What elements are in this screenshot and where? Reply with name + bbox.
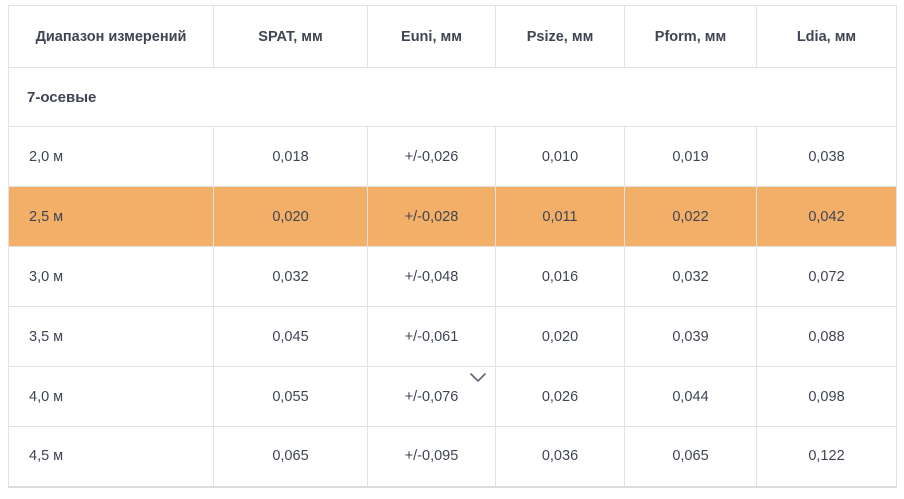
column-header-range: Диапазон измерений <box>8 5 214 68</box>
column-header-ldia: Ldia, мм <box>756 5 897 68</box>
cell-spat: 0,055 <box>213 366 368 427</box>
cell-psize: 0,026 <box>495 366 625 427</box>
section-label: 7-осевые <box>8 67 897 127</box>
cell-euni: +/-0,061 <box>367 306 496 367</box>
cell-spat: 0,065 <box>213 426 368 488</box>
cell-spat: 0,032 <box>213 246 368 307</box>
cell-range: 2,0 м <box>8 126 214 187</box>
measurement-table-container: Диапазон измерений SPAT, мм Euni, мм Psi… <box>8 5 897 488</box>
table-row[interactable]: 4,0 м 0,055 +/-0,076 0,026 0,044 0,098 <box>8 366 897 427</box>
cell-ldia: 0,042 <box>756 186 897 247</box>
cell-range: 2,5 м <box>8 186 214 247</box>
table-row[interactable]: 2,0 м 0,018 +/-0,026 0,010 0,019 0,038 <box>8 126 897 187</box>
cell-pform: 0,065 <box>624 426 757 488</box>
cell-spat: 0,018 <box>213 126 368 187</box>
table-row[interactable]: 3,5 м 0,045 +/-0,061 0,020 0,039 0,088 <box>8 306 897 367</box>
column-header-spat: SPAT, мм <box>213 5 368 68</box>
cell-psize: 0,020 <box>495 306 625 367</box>
cell-ldia: 0,122 <box>756 426 897 488</box>
cell-spat: 0,045 <box>213 306 368 367</box>
cell-pform: 0,022 <box>624 186 757 247</box>
cell-pform: 0,019 <box>624 126 757 187</box>
table-row[interactable]: 4,5 м 0,065 +/-0,095 0,036 0,065 0,122 <box>8 426 897 488</box>
measurement-table: Диапазон измерений SPAT, мм Euni, мм Psi… <box>8 5 897 488</box>
cell-psize: 0,036 <box>495 426 625 488</box>
cell-pform: 0,044 <box>624 366 757 427</box>
chevron-down-icon[interactable] <box>468 372 488 384</box>
cell-euni: +/-0,028 <box>367 186 496 247</box>
cell-euni: +/-0,076 <box>367 366 496 427</box>
section-row: 7-осевые <box>8 67 897 127</box>
cell-ldia: 0,072 <box>756 246 897 307</box>
cell-range: 4,5 м <box>8 426 214 488</box>
cell-euni: +/-0,048 <box>367 246 496 307</box>
cell-pform: 0,039 <box>624 306 757 367</box>
table-row-highlighted[interactable]: 2,5 м 0,020 +/-0,028 0,011 0,022 0,042 <box>8 186 897 247</box>
cell-pform: 0,032 <box>624 246 757 307</box>
cell-range: 3,0 м <box>8 246 214 307</box>
cell-range: 3,5 м <box>8 306 214 367</box>
cell-spat: 0,020 <box>213 186 368 247</box>
cell-range: 4,0 м <box>8 366 214 427</box>
cell-ldia: 0,088 <box>756 306 897 367</box>
cell-value: +/-0,076 <box>404 388 459 405</box>
column-header-psize: Psize, мм <box>495 5 625 68</box>
cell-ldia: 0,098 <box>756 366 897 427</box>
cell-psize: 0,011 <box>495 186 625 247</box>
header-row: Диапазон измерений SPAT, мм Euni, мм Psi… <box>8 5 897 68</box>
column-header-pform: Pform, мм <box>624 5 757 68</box>
table-row[interactable]: 3,0 м 0,032 +/-0,048 0,016 0,032 0,072 <box>8 246 897 307</box>
cell-psize: 0,010 <box>495 126 625 187</box>
cell-psize: 0,016 <box>495 246 625 307</box>
column-header-euni: Euni, мм <box>367 5 496 68</box>
cell-ldia: 0,038 <box>756 126 897 187</box>
cell-euni: +/-0,095 <box>367 426 496 488</box>
cell-euni: +/-0,026 <box>367 126 496 187</box>
